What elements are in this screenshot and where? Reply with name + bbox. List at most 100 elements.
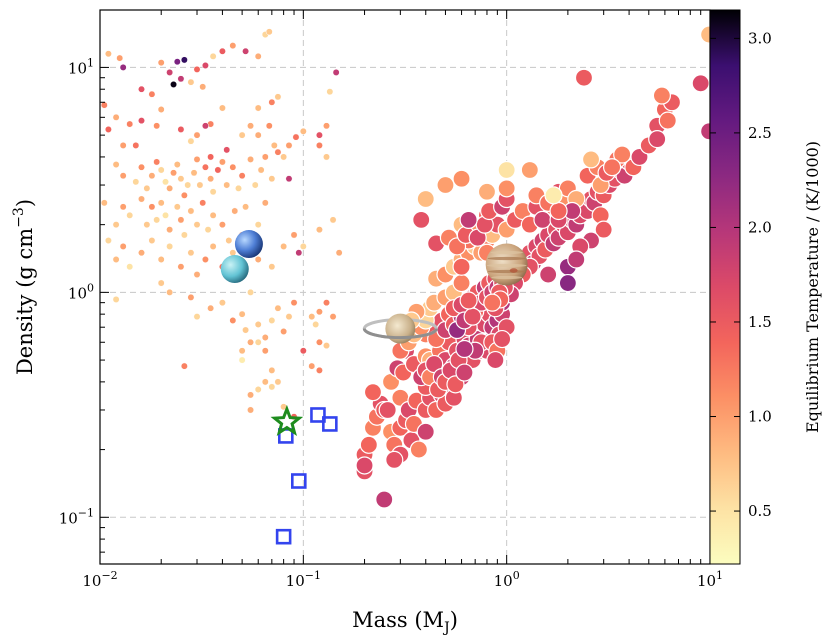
- data-point: [268, 175, 276, 183]
- colorbar: 0.5 1.0 1.5 2.0 2.5 3.0: [709, 9, 772, 565]
- data-point: [574, 68, 594, 87]
- data-point: [299, 347, 307, 355]
- data-point: [326, 88, 334, 96]
- data-point: [359, 435, 378, 454]
- data-point: [247, 122, 254, 130]
- data-point: [323, 153, 330, 161]
- data-point: [157, 59, 165, 67]
- data-point: [126, 120, 134, 128]
- data-point: [153, 158, 161, 166]
- data-point: [166, 242, 174, 250]
- data-point: [290, 231, 298, 239]
- data-point: [549, 201, 568, 221]
- data-point: [436, 175, 455, 195]
- data-point: [119, 141, 127, 149]
- data-point: [209, 211, 217, 219]
- colorbar-tick-label: 3.0: [748, 29, 772, 47]
- data-point: [138, 163, 145, 171]
- data-point: [187, 249, 195, 257]
- data-point: [201, 256, 209, 263]
- data-point: [261, 347, 269, 355]
- data-point: [166, 68, 174, 76]
- data-point: [229, 163, 237, 171]
- data-point: [463, 307, 482, 326]
- data-point: [193, 271, 201, 278]
- data-point: [268, 98, 276, 106]
- planet-band: [486, 263, 527, 268]
- data-point: [493, 329, 512, 349]
- data-point: [170, 81, 178, 88]
- data-point: [274, 93, 282, 101]
- data-point: [268, 263, 276, 271]
- data-point: [285, 141, 293, 149]
- data-point: [100, 199, 108, 207]
- data-point: [375, 490, 394, 509]
- colorbar-tick-label: 1.5: [748, 313, 772, 331]
- data-point: [126, 263, 134, 271]
- data-point: [323, 299, 330, 307]
- data-point: [138, 195, 145, 203]
- data-point: [138, 85, 145, 93]
- data-point: [148, 172, 156, 180]
- colorbar-frame: [709, 9, 741, 565]
- data-point: [148, 203, 156, 211]
- planet-saturn-icon: [362, 313, 438, 344]
- data-point: [238, 310, 246, 318]
- x-tick-label: 10−2: [82, 569, 117, 590]
- data-point: [315, 308, 323, 316]
- data-point: [265, 28, 273, 36]
- data-point: [104, 237, 112, 244]
- data-point: [242, 47, 250, 55]
- data-point: [148, 90, 156, 98]
- data-point: [218, 47, 226, 55]
- data-point: [223, 181, 231, 189]
- data-point: [280, 153, 288, 161]
- planet-band: [490, 250, 523, 255]
- colorbar-tick-label: 0.5: [748, 502, 772, 520]
- data-point: [265, 122, 273, 130]
- data-point: [335, 249, 343, 257]
- data-point: [190, 169, 198, 177]
- data-point: [231, 207, 239, 215]
- data-point: [254, 104, 262, 112]
- data-point: [187, 137, 195, 145]
- data-point: [497, 179, 516, 198]
- data-point: [274, 378, 282, 386]
- data-point: [238, 172, 246, 180]
- data-point: [280, 328, 288, 335]
- data-point: [162, 211, 169, 219]
- data-point: [157, 166, 165, 174]
- data-point: [558, 273, 577, 293]
- data-point: [308, 313, 316, 321]
- data-point: [157, 199, 165, 207]
- data-point: [254, 221, 262, 229]
- data-point: [261, 153, 269, 161]
- data-point: [157, 256, 165, 263]
- colorbar-tick-label: 1.0: [748, 408, 772, 426]
- data-point: [209, 242, 217, 250]
- data-point: [218, 158, 226, 166]
- data-point: [201, 163, 209, 171]
- data-point: [520, 160, 539, 180]
- data-point: [459, 210, 478, 229]
- data-point: [193, 221, 201, 229]
- planet-uranus-icon: [220, 255, 249, 284]
- data-point: [193, 65, 201, 73]
- data-point: [261, 334, 269, 341]
- data-point: [274, 304, 282, 312]
- data-point: [218, 299, 226, 307]
- data-point: [315, 226, 323, 234]
- data-point: [581, 150, 601, 169]
- planet-band: [491, 275, 523, 280]
- data-point: [323, 122, 330, 130]
- data-point: [177, 125, 185, 133]
- data-point: [295, 249, 303, 257]
- data-point: [497, 160, 516, 180]
- data-point: [257, 166, 265, 174]
- data-point: [100, 101, 108, 109]
- data-point: [477, 182, 497, 201]
- data-point: [180, 191, 188, 199]
- data-point: [126, 211, 134, 219]
- data-point: [455, 363, 474, 382]
